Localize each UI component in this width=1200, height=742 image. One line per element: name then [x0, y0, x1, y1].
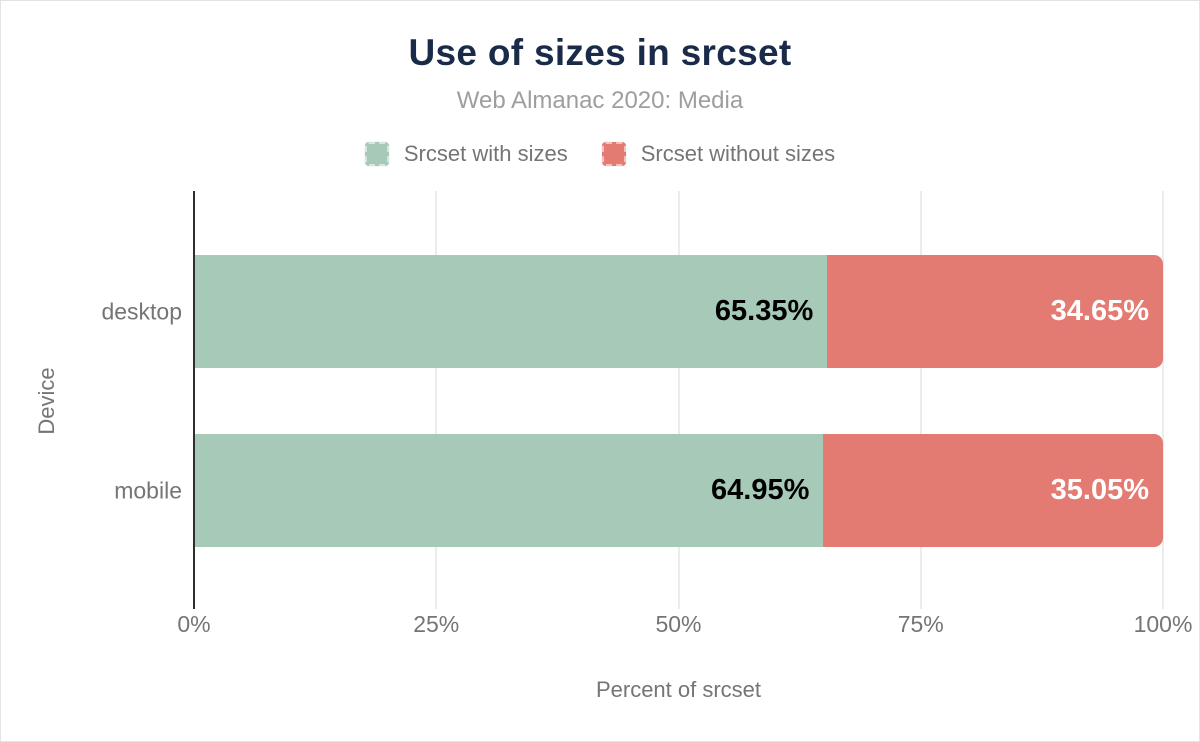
- chart-title: Use of sizes in srcset: [408, 32, 792, 73]
- legend-item: Srcset without sizes: [601, 141, 836, 167]
- bar-row: desktop 65.35% 34.65%: [101, 255, 1163, 368]
- bar-segment: 64.95%: [194, 434, 824, 547]
- x-tick-label: 50%: [655, 611, 702, 637]
- legend-swatch-icon: [601, 142, 626, 166]
- x-tick-label: 75%: [897, 611, 944, 637]
- bar-value-label: 65.35%: [714, 295, 814, 327]
- category-label: desktop: [101, 298, 182, 324]
- bar-value-label: 64.95%: [711, 474, 810, 506]
- x-tick-label: 25%: [413, 611, 460, 637]
- gridline: [435, 191, 438, 609]
- bar-segment: 34.65%: [827, 255, 1163, 368]
- bar-segment: 35.05%: [823, 434, 1163, 547]
- gridline: [1162, 191, 1164, 609]
- category-label: mobile: [114, 477, 182, 503]
- x-axis-ticks: 0% 25% 50% 75% 100%: [177, 611, 1192, 643]
- bar-value-label: 35.05%: [1050, 474, 1149, 506]
- x-tick-label: 100%: [1133, 611, 1193, 637]
- bar-row: mobile 64.95% 35.05%: [114, 434, 1163, 547]
- legend-swatch-icon: [364, 142, 389, 166]
- bar-value-label: 34.65%: [1050, 295, 1149, 327]
- bar-segment: 65.35%: [194, 255, 828, 368]
- legend-label: Srcset without sizes: [640, 141, 836, 166]
- x-axis-title: Percent of srcset: [595, 677, 762, 702]
- plot-area: desktop 65.35% 34.65% mobile 64.95% 35.05%: [101, 191, 1164, 609]
- gridline: [919, 191, 922, 609]
- legend-label: Srcset with sizes: [403, 141, 568, 166]
- legend: Srcset with sizes Srcset without sizes: [1, 141, 1199, 167]
- y-axis-title: Device: [34, 367, 59, 435]
- chart-subtitle: Web Almanac 2020: Media: [456, 87, 744, 114]
- y-axis-line: [193, 191, 195, 609]
- gridline: [677, 191, 680, 609]
- legend-item: Srcset with sizes: [364, 141, 568, 167]
- x-tick-label: 0%: [177, 611, 211, 637]
